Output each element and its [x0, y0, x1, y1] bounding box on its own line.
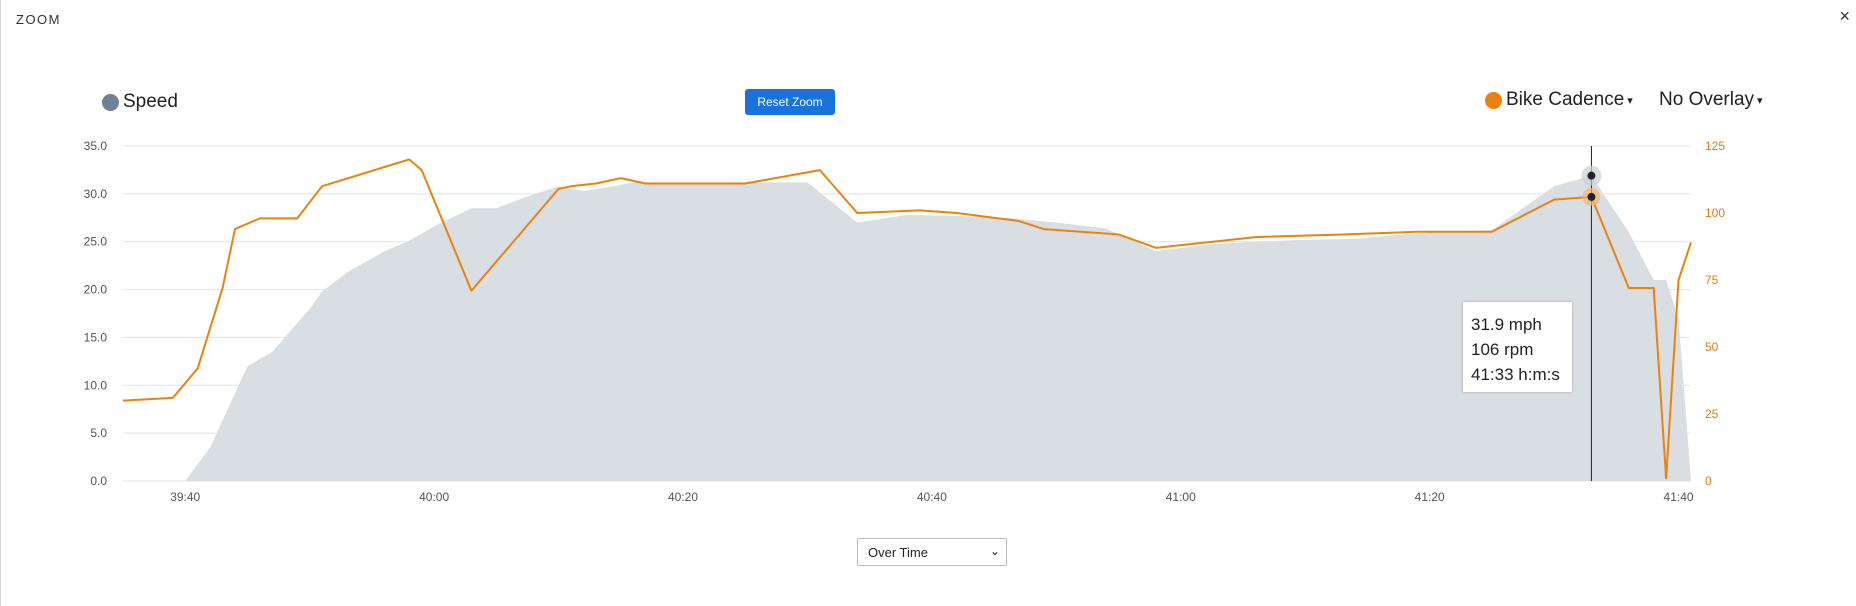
chart-tooltip: 31.9 mph 106 rpm 41:33 h:m:s: [1463, 302, 1572, 392]
y-left-tick-label: 15.0: [84, 330, 108, 344]
y-left-tick-label: 25.0: [84, 235, 108, 249]
y-right-tick-label: 50: [1705, 340, 1719, 354]
metric-select-label: Bike Cadence: [1506, 89, 1625, 110]
x-tick-label: 41:00: [1166, 490, 1196, 504]
x-tick-label: 39:40: [170, 490, 200, 504]
y-right-tick-label: 125: [1705, 139, 1725, 153]
speed-hover-point: [1587, 171, 1596, 180]
cadence-line: [122, 158, 1692, 480]
overlay-select[interactable]: No Overlay ▾: [1659, 89, 1763, 111]
x-tick-label: 40:20: [668, 490, 698, 504]
metric-select[interactable]: Bike Cadence ▾: [1485, 89, 1633, 111]
caret-down-icon: ▾: [1627, 94, 1633, 107]
legend-speed[interactable]: Speed: [102, 91, 178, 113]
tooltip-speed: 31.9 mph: [1471, 315, 1542, 334]
reset-zoom-button[interactable]: Reset Zoom: [745, 89, 835, 115]
y-right-tick-label: 100: [1705, 206, 1725, 220]
y-left-tick-label: 35.0: [84, 139, 108, 153]
x-tick-label: 40:40: [917, 490, 947, 504]
y-left-tick-label: 0.0: [90, 474, 107, 488]
mode-select-label: Over Time: [868, 545, 928, 560]
tooltip-time: 41:33 h:m:s: [1471, 365, 1560, 384]
legend-speed-label: Speed: [123, 91, 178, 112]
y-left-tick-label: 20.0: [84, 283, 108, 297]
chevron-down-icon: ⌄: [989, 544, 1000, 558]
mode-select[interactable]: Over Time ⌄: [857, 538, 1007, 566]
x-tick-label: 41:40: [1664, 490, 1694, 504]
y-right-tick-label: 25: [1705, 407, 1719, 421]
y-left-tick-label: 10.0: [84, 378, 108, 392]
cadence-legend-dot: [1485, 91, 1502, 109]
y-left-tick-label: 5.0: [90, 426, 107, 440]
y-left-tick-label: 30.0: [84, 187, 108, 201]
caret-down-icon: ▾: [1757, 94, 1763, 107]
tooltip-cadence: 106 rpm: [1471, 340, 1534, 359]
x-tick-label: 40:00: [419, 490, 449, 504]
close-icon[interactable]: ×: [1839, 6, 1850, 26]
speed-legend-dot: [102, 93, 119, 111]
cadence-hover-point: [1587, 192, 1596, 201]
overlay-select-label: No Overlay: [1659, 89, 1755, 110]
modal-title: ZOOM: [16, 12, 61, 27]
x-tick-label: 41:20: [1415, 490, 1445, 504]
speed-area: [123, 175, 1691, 481]
y-right-tick-label: 75: [1705, 273, 1719, 287]
y-right-tick-label: 0: [1705, 474, 1712, 488]
